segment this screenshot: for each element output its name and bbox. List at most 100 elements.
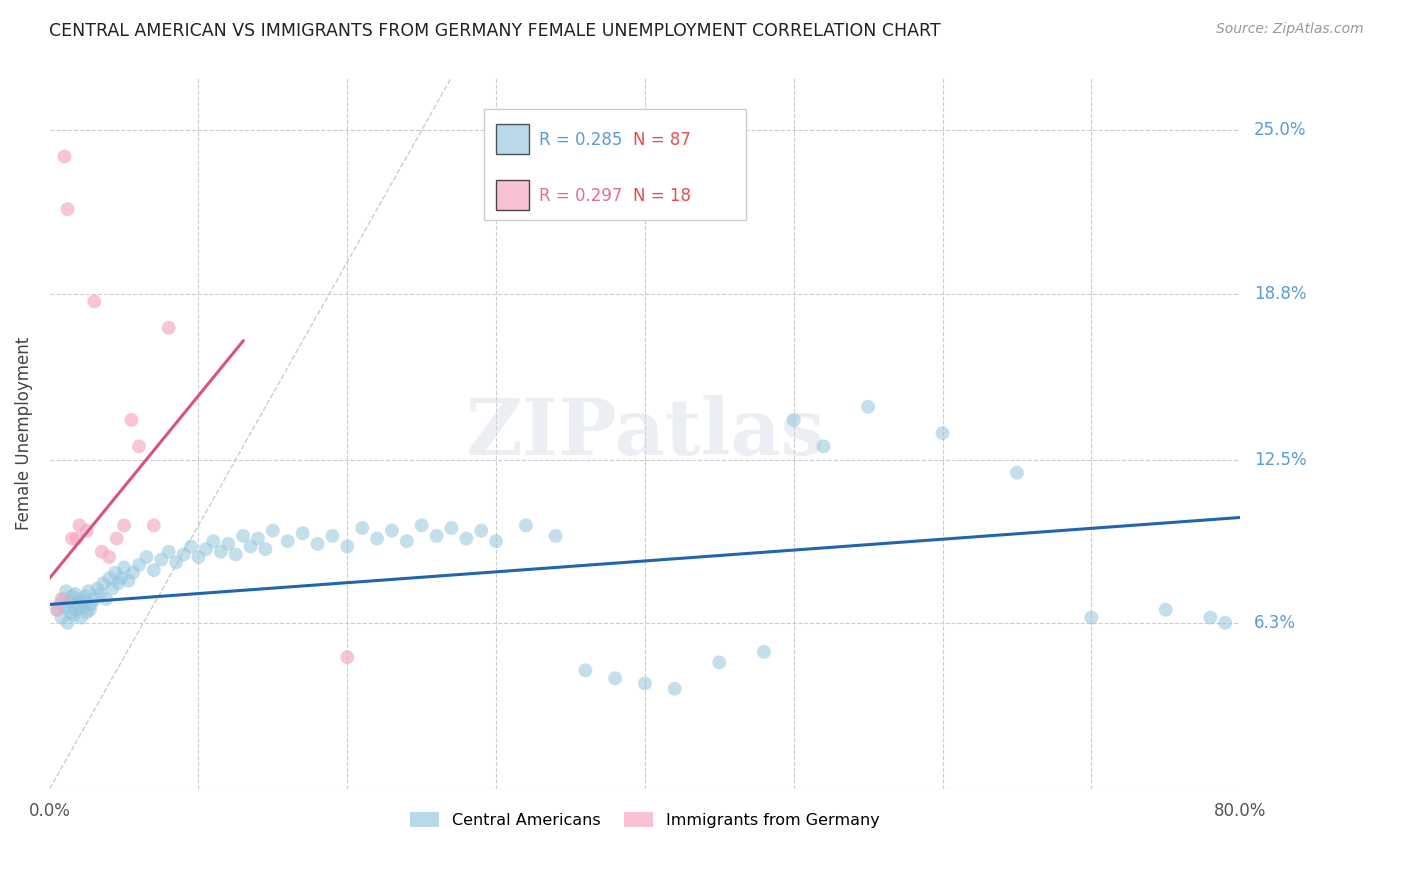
Point <box>1005 466 1028 480</box>
Point <box>1154 603 1177 617</box>
Point <box>98 549 121 564</box>
Point <box>485 534 508 549</box>
Point <box>96 592 118 607</box>
Point <box>91 576 114 591</box>
Text: R = 0.285: R = 0.285 <box>538 131 623 149</box>
Point <box>217 537 239 551</box>
Point <box>128 439 150 453</box>
Point <box>142 563 165 577</box>
Point <box>202 534 225 549</box>
Point <box>56 615 79 630</box>
Point <box>456 532 478 546</box>
Point <box>336 540 359 554</box>
Point <box>352 521 374 535</box>
Point <box>544 529 567 543</box>
Point <box>70 610 93 624</box>
Point <box>121 413 143 427</box>
Point <box>72 600 94 615</box>
Point <box>634 676 657 690</box>
Point <box>105 532 128 546</box>
Point <box>46 603 69 617</box>
Point <box>63 587 86 601</box>
Point <box>76 524 98 538</box>
Point <box>101 582 124 596</box>
Point <box>75 590 97 604</box>
Point <box>605 671 627 685</box>
Point <box>49 598 72 612</box>
Point <box>51 592 73 607</box>
Point <box>291 526 314 541</box>
Point <box>46 603 69 617</box>
Text: 12.5%: 12.5% <box>1254 450 1306 468</box>
Point <box>104 566 127 580</box>
Legend: Central Americans, Immigrants from Germany: Central Americans, Immigrants from Germa… <box>404 805 886 834</box>
FancyBboxPatch shape <box>484 110 747 219</box>
Point <box>1199 610 1222 624</box>
Point <box>65 532 87 546</box>
Point <box>51 610 73 624</box>
Point <box>117 574 139 588</box>
Point <box>83 592 105 607</box>
Point <box>381 524 404 538</box>
Point <box>83 294 105 309</box>
Point <box>67 518 90 533</box>
Point <box>73 595 96 609</box>
Point <box>574 663 596 677</box>
Y-axis label: Female Unemployment: Female Unemployment <box>15 336 32 530</box>
Point <box>157 320 180 334</box>
Text: N = 87: N = 87 <box>633 131 690 149</box>
Point <box>112 518 135 533</box>
Point <box>187 549 209 564</box>
Point <box>931 426 953 441</box>
Point <box>76 605 98 619</box>
Point <box>752 645 775 659</box>
Point <box>90 545 112 559</box>
Point <box>110 571 132 585</box>
Point <box>56 202 79 217</box>
FancyBboxPatch shape <box>496 124 530 154</box>
Point <box>128 558 150 572</box>
Text: 6.3%: 6.3% <box>1254 614 1296 632</box>
Point <box>321 529 343 543</box>
Text: 25.0%: 25.0% <box>1254 121 1306 139</box>
Point <box>440 521 463 535</box>
Point <box>426 529 449 543</box>
Point <box>246 532 269 546</box>
Point <box>89 587 111 601</box>
Point <box>232 529 254 543</box>
Point <box>135 549 157 564</box>
Point <box>98 571 121 585</box>
Point <box>157 545 180 559</box>
Point <box>1080 610 1102 624</box>
Point <box>122 566 145 580</box>
Point <box>225 547 247 561</box>
Point <box>194 542 217 557</box>
Point <box>180 540 202 554</box>
Text: Source: ZipAtlas.com: Source: ZipAtlas.com <box>1216 22 1364 37</box>
Point <box>53 149 76 163</box>
Point <box>173 547 195 561</box>
Point <box>470 524 492 538</box>
Point <box>52 592 75 607</box>
Point <box>239 540 262 554</box>
Point <box>65 603 87 617</box>
Text: N = 18: N = 18 <box>633 186 690 204</box>
Point <box>112 560 135 574</box>
Point <box>58 595 80 609</box>
Point <box>60 590 83 604</box>
Point <box>277 534 299 549</box>
Point <box>336 650 359 665</box>
Point <box>60 532 83 546</box>
Point <box>709 656 731 670</box>
Text: CENTRAL AMERICAN VS IMMIGRANTS FROM GERMANY FEMALE UNEMPLOYMENT CORRELATION CHAR: CENTRAL AMERICAN VS IMMIGRANTS FROM GERM… <box>49 22 941 40</box>
Point <box>307 537 329 551</box>
Point <box>107 576 129 591</box>
Point <box>59 605 82 619</box>
Point <box>80 598 103 612</box>
Text: 18.8%: 18.8% <box>1254 285 1306 302</box>
Point <box>1213 615 1236 630</box>
Text: ZIPatlas: ZIPatlas <box>465 395 825 471</box>
Point <box>55 584 77 599</box>
Point <box>142 518 165 533</box>
Point <box>66 598 89 612</box>
